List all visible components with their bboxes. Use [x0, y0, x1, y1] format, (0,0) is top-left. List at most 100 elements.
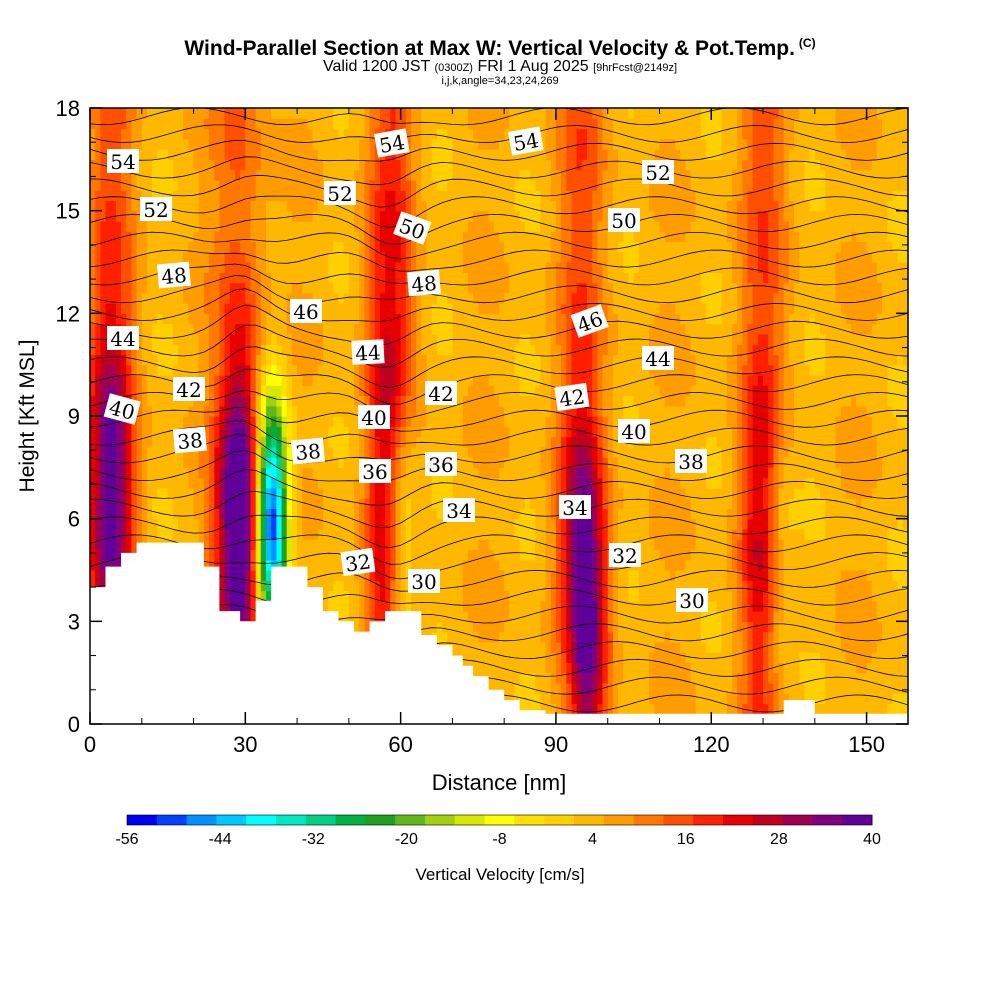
field-cell: [219, 498, 226, 509]
field-cell: [121, 138, 127, 150]
field-cell: [488, 190, 495, 201]
field-cell: [436, 159, 443, 171]
field-cell: [390, 416, 397, 427]
field-cell: [126, 190, 132, 201]
field-cell: [478, 272, 485, 284]
field-cell: [266, 405, 272, 417]
field-cell: [276, 303, 283, 314]
field-cell: [90, 405, 96, 417]
field-cell: [110, 528, 117, 540]
field-cell: [167, 138, 174, 150]
field-cell: [235, 487, 241, 499]
field-cell: [255, 251, 262, 263]
field-cell: [219, 405, 226, 417]
field-cell: [250, 241, 257, 253]
field-cell: [255, 570, 262, 581]
field-cell: [400, 364, 407, 376]
field-cell: [245, 528, 252, 540]
field-cell: [193, 457, 200, 468]
field-cell: [323, 590, 329, 602]
field-cell: [235, 138, 241, 150]
field-cell: [328, 477, 334, 489]
field-cell: [271, 446, 277, 458]
field-cell: [266, 590, 272, 602]
field-cell: [442, 190, 448, 201]
field-cell: [395, 231, 402, 243]
field-cell: [229, 149, 236, 160]
field-cell: [224, 323, 231, 335]
field-cell: [240, 200, 246, 212]
field-cell: [499, 539, 505, 551]
field-cell: [209, 446, 215, 458]
field-cell: [385, 518, 391, 530]
field-cell: [100, 405, 107, 417]
field-cell: [178, 354, 184, 366]
field-cell: [488, 477, 495, 489]
field-cell: [105, 292, 112, 304]
field-cell: [317, 231, 324, 243]
field-cell: [312, 220, 319, 232]
field-cell: [250, 374, 257, 386]
field-cell: [473, 446, 479, 458]
field-cell: [209, 179, 215, 191]
field-cell: [338, 528, 345, 540]
field-cell: [250, 611, 257, 622]
field-cell: [90, 395, 96, 407]
field-cell: [483, 467, 490, 479]
field-cell: [426, 487, 433, 499]
field-cell: [193, 467, 200, 479]
field-cell: [146, 241, 153, 253]
field-cell: [302, 559, 309, 571]
field-cell: [219, 128, 226, 140]
field-cell: [416, 426, 422, 438]
field-cell: [214, 138, 221, 150]
field-cell: [411, 374, 417, 386]
field-cell: [146, 303, 153, 314]
field-cell: [276, 385, 283, 397]
field-cell: [209, 467, 215, 479]
field-cell: [359, 621, 365, 633]
field-cell: [411, 539, 417, 551]
field-cell: [374, 190, 381, 201]
field-cell: [395, 149, 402, 160]
field-cell: [499, 282, 505, 294]
field-cell: [493, 292, 500, 304]
field-cell: [203, 303, 210, 314]
field-cell: [467, 344, 474, 355]
field-cell: [157, 149, 164, 160]
field-cell: [136, 467, 143, 479]
field-cell: [338, 364, 345, 376]
field-cell: [276, 108, 283, 119]
field-cell: [385, 200, 391, 212]
field-cell: [457, 344, 464, 355]
field-cell: [390, 477, 397, 489]
field-cell: [297, 159, 303, 171]
field-cell: [348, 118, 355, 130]
field-cell: [250, 549, 257, 561]
field-cell: [95, 313, 101, 325]
field-cell: [100, 364, 107, 376]
field-cell: [504, 590, 510, 602]
field-cell: [297, 354, 303, 366]
field-cell: [509, 477, 516, 489]
field-cell: [359, 374, 365, 386]
field-cell: [141, 385, 148, 397]
field-cell: [178, 518, 184, 530]
field-cell: [364, 436, 371, 448]
field-cell: [411, 303, 417, 314]
field-cell: [447, 333, 453, 345]
field-cell: [157, 467, 164, 479]
field-cell: [167, 518, 174, 530]
field-cell: [136, 477, 143, 489]
field-cell: [209, 220, 215, 232]
field-cell: [354, 477, 360, 489]
field-cell: [483, 416, 490, 427]
field-cell: [214, 508, 221, 520]
field-cell: [442, 231, 448, 243]
field-cell: [157, 251, 164, 263]
field-cell: [504, 354, 510, 366]
field-cell: [426, 200, 433, 212]
field-cell: [90, 190, 96, 201]
field-cell: [229, 138, 236, 150]
field-cell: [395, 303, 402, 314]
